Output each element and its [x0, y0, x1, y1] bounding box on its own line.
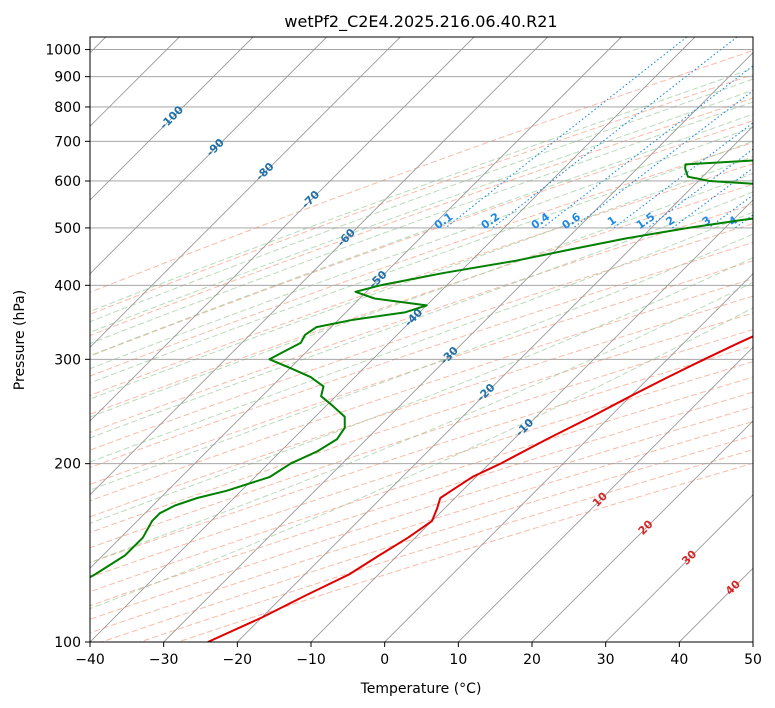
- y-tick-label: 200: [54, 457, 81, 473]
- dry-adiabat: [90, 391, 753, 607]
- isotherm: [384, 273, 753, 642]
- isotherm: [90, 37, 401, 348]
- isotherm: [163, 52, 753, 642]
- moist-adiabat: [90, 211, 753, 463]
- x-tick-label: −30: [149, 652, 179, 668]
- dewpoint-line: [90, 159, 753, 579]
- y-tick-label: 600: [54, 174, 81, 190]
- moist-adiabat: [90, 233, 753, 491]
- y-tick-label: 800: [54, 100, 81, 116]
- isotherm: [90, 37, 696, 642]
- isotherm: [310, 199, 753, 642]
- isotherm: [90, 37, 328, 275]
- isotherm: [236, 125, 753, 642]
- x-tick-label: 40: [670, 652, 688, 668]
- moist-adiabat: [90, 67, 753, 313]
- dry-adiabat: [90, 74, 753, 315]
- moist-adiabat: [90, 78, 753, 323]
- x-tick-label: −10: [296, 652, 326, 668]
- plot-frame: [89, 36, 754, 643]
- mixing-ratio-line: [572, 90, 753, 229]
- moist-adiabat: [90, 156, 753, 400]
- dry-adiabat: [90, 183, 753, 415]
- moist-adiabat: [90, 101, 753, 345]
- dry-adiabat: [90, 295, 753, 518]
- isotherm: [90, 37, 622, 569]
- y-tick-label: 100: [54, 635, 81, 651]
- x-tick-label: −20: [223, 652, 253, 668]
- mixing-ratio-line: [672, 167, 753, 229]
- dry-adiabat: [90, 97, 753, 337]
- mixing-ratio-line: [492, 37, 738, 229]
- x-tick-label: −40: [75, 652, 105, 668]
- x-tick-label: 50: [744, 652, 762, 668]
- dry-adiabat: [90, 203, 753, 433]
- moist-adiabat: [90, 126, 753, 370]
- x-tick-label: 30: [597, 652, 615, 668]
- dry-adiabat: [90, 142, 753, 377]
- x-tick-label: 10: [449, 652, 467, 668]
- chart-title: wetPf2_C2E4.2025.216.06.40.R21: [284, 12, 557, 32]
- mixing-ratio-line: [542, 65, 753, 229]
- dry-adiabat: [90, 241, 753, 469]
- axes: −40 −30 −20 −10 0 10 20 30 40 50 100 200 300 400 500 60…: [45, 43, 762, 668]
- x-tick-label: 0: [380, 652, 389, 668]
- x-axis-title: Temperature (°C): [360, 681, 482, 697]
- dry-adiabat: [90, 50, 753, 293]
- y-tick-label: 700: [54, 134, 81, 150]
- x-tick-label: 20: [523, 652, 541, 668]
- dry-adiabat: [90, 163, 753, 396]
- y-axis-title: Pressure (hPa): [12, 290, 28, 390]
- y-tick-label: 900: [54, 70, 81, 86]
- y-tick-label: 300: [54, 352, 81, 368]
- y-tick-label: 500: [54, 221, 81, 237]
- temperature-line: [207, 335, 753, 642]
- isotherm: [90, 37, 549, 496]
- y-tick-label: 1000: [45, 43, 81, 59]
- isotherm: [90, 37, 254, 201]
- dry-adiabat: [90, 345, 753, 564]
- moist-adiabat: [90, 281, 753, 564]
- dry-adiabat: [90, 376, 753, 593]
- profile-series: [90, 159, 753, 642]
- isotherm: [90, 37, 475, 422]
- moist-adiabat: [90, 307, 753, 610]
- moist-adiabat: [90, 89, 753, 333]
- moist-adiabat: [90, 113, 753, 357]
- dry-adiabat: [90, 278, 753, 502]
- moist-adiabat: [90, 257, 753, 524]
- isotherm: [457, 346, 753, 642]
- isotherm: [531, 420, 753, 642]
- moist-adiabat: [90, 172, 753, 418]
- y-tick-label: 400: [54, 278, 81, 294]
- isotherm: [605, 494, 753, 642]
- dry-adiabat: [90, 329, 753, 549]
